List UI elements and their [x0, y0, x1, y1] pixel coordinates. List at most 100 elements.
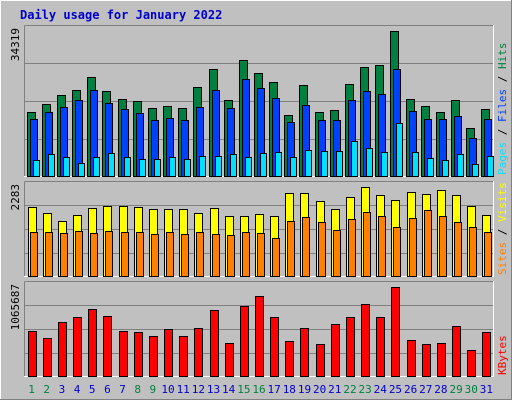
- legend: Pages / Files / Hits: [496, 43, 509, 176]
- bar-pages-day-13: [215, 156, 222, 177]
- x-tick-label-day-11: 11: [177, 383, 190, 396]
- bar-pages-day-16: [260, 153, 267, 177]
- chart-panels: 34319 Pages / Files / Hits 2283 Sites / Vis…: [9, 25, 509, 377]
- x-tick-label-day-14: 14: [222, 383, 236, 396]
- bar-pages-day-9: [154, 159, 161, 177]
- legend: KBytes: [496, 335, 509, 375]
- panel-1: 34319 Pages / Files / Hits: [9, 25, 509, 177]
- bar-kbytes-day-1: [28, 331, 37, 377]
- bar-pages-day-5: [93, 157, 100, 177]
- x-tick-label-day-12: 12: [192, 383, 205, 396]
- bar-pages-day-17: [275, 152, 282, 177]
- bar-pages-day-24: [381, 152, 388, 177]
- bar-pages-day-11: [184, 159, 191, 177]
- bar-sites-day-8: [136, 232, 144, 277]
- bar-kbytes-day-24: [376, 317, 385, 377]
- bar-sites-day-25: [393, 227, 401, 277]
- bar-pages-day-23: [366, 148, 373, 177]
- bar-kbytes-day-7: [119, 331, 128, 377]
- bar-sites-day-26: [409, 218, 417, 277]
- bar-pages-day-19: [305, 150, 312, 177]
- bar-kbytes-day-16: [255, 296, 264, 377]
- x-tick-label-day-15: 15: [237, 383, 250, 396]
- bar-kbytes-day-27: [422, 344, 431, 377]
- bar-pages-day-27: [427, 158, 434, 177]
- x-tick-label-day-30: 30: [465, 383, 478, 396]
- bar-sites-day-15: [242, 232, 250, 277]
- bar-kbytes-day-5: [88, 309, 97, 377]
- bar-sites-day-3: [60, 233, 68, 277]
- x-tick-label-day-10: 10: [161, 383, 174, 396]
- x-tick-label-day-5: 5: [89, 383, 96, 396]
- bar-kbytes-day-15: [240, 306, 249, 377]
- bar-sites-day-16: [257, 233, 265, 277]
- x-tick-label-day-22: 22: [343, 383, 356, 396]
- bar-pages-day-18: [290, 157, 297, 177]
- bar-sites-day-18: [287, 221, 295, 277]
- bar-kbytes-day-12: [194, 328, 203, 377]
- x-tick-label-day-6: 6: [104, 383, 111, 396]
- bar-pages-day-1: [33, 160, 40, 177]
- bar-kbytes-day-17: [270, 317, 279, 377]
- bar-kbytes-day-23: [361, 304, 370, 377]
- bar-pages-day-12: [199, 156, 206, 177]
- bar-kbytes-day-22: [346, 317, 355, 377]
- bar-pages-day-10: [169, 157, 176, 177]
- bar-kbytes-day-6: [103, 316, 112, 377]
- bar-kbytes-day-3: [58, 322, 67, 377]
- bar-sites-day-9: [151, 234, 159, 277]
- bar-kbytes-day-26: [407, 340, 416, 377]
- x-tick-label-day-17: 17: [268, 383, 281, 396]
- legend-entry-visits: Visits: [496, 182, 509, 222]
- bar-sites-day-20: [318, 222, 326, 277]
- x-tick-label-day-21: 21: [328, 383, 341, 396]
- bar-sites-day-28: [439, 216, 447, 277]
- x-tick-label-day-2: 2: [43, 383, 50, 396]
- bar-sites-day-19: [302, 217, 310, 277]
- bar-pages-day-4: [78, 163, 85, 177]
- bar-sites-day-4: [75, 231, 83, 277]
- panel-2: 2283 Sites / Visits: [9, 181, 509, 277]
- bar-kbytes-day-21: [331, 324, 340, 377]
- x-tick-label-day-8: 8: [134, 383, 141, 396]
- bar-pages-day-25: [396, 123, 403, 177]
- x-tick-label-day-23: 23: [359, 383, 372, 396]
- bar-pages-day-28: [442, 160, 449, 177]
- x-tick-label-day-3: 3: [59, 383, 66, 396]
- legend-entry-pages: Pages: [496, 142, 509, 175]
- bar-sites-day-5: [90, 233, 98, 277]
- bar-kbytes-day-14: [225, 343, 234, 377]
- bar-sites-day-2: [45, 232, 53, 277]
- bar-kbytes-day-2: [43, 338, 52, 377]
- y-axis-max-label: 2283: [9, 184, 22, 211]
- x-tick-label-day-9: 9: [150, 383, 157, 396]
- bar-sites-day-12: [196, 232, 204, 277]
- bar-sites-day-30: [469, 227, 477, 277]
- bar-sites-day-29: [454, 222, 462, 277]
- bar-kbytes-day-8: [134, 332, 143, 377]
- bar-pages-day-21: [336, 151, 343, 177]
- bar-sites-day-22: [348, 219, 356, 277]
- bar-sites-day-1: [30, 232, 38, 277]
- bar-sites-day-11: [181, 234, 189, 277]
- x-tick-label-day-24: 24: [374, 383, 388, 396]
- bar-kbytes-day-29: [452, 326, 461, 377]
- chart-title: Daily usage for January 2022: [20, 8, 222, 22]
- x-tick-label-day-27: 27: [419, 383, 432, 396]
- bar-sites-day-10: [166, 232, 174, 277]
- bar-pages-day-15: [245, 157, 252, 177]
- bar-kbytes-day-11: [179, 336, 188, 377]
- bar-sites-day-6: [105, 231, 113, 277]
- x-tick-label-day-25: 25: [389, 383, 402, 396]
- legend-entry-files: Files: [496, 89, 509, 122]
- x-tick-label-day-16: 16: [252, 383, 265, 396]
- x-tick-label-day-29: 29: [449, 383, 462, 396]
- panel-3: 1065687 KBytes: [9, 281, 509, 377]
- bar-sites-day-21: [333, 230, 341, 277]
- bar-pages-day-31: [487, 156, 494, 177]
- bar-pages-day-7: [124, 157, 131, 177]
- legend-entry-sites: Sites: [496, 242, 509, 275]
- bar-sites-day-14: [227, 235, 235, 277]
- bar-kbytes-day-20: [316, 344, 325, 377]
